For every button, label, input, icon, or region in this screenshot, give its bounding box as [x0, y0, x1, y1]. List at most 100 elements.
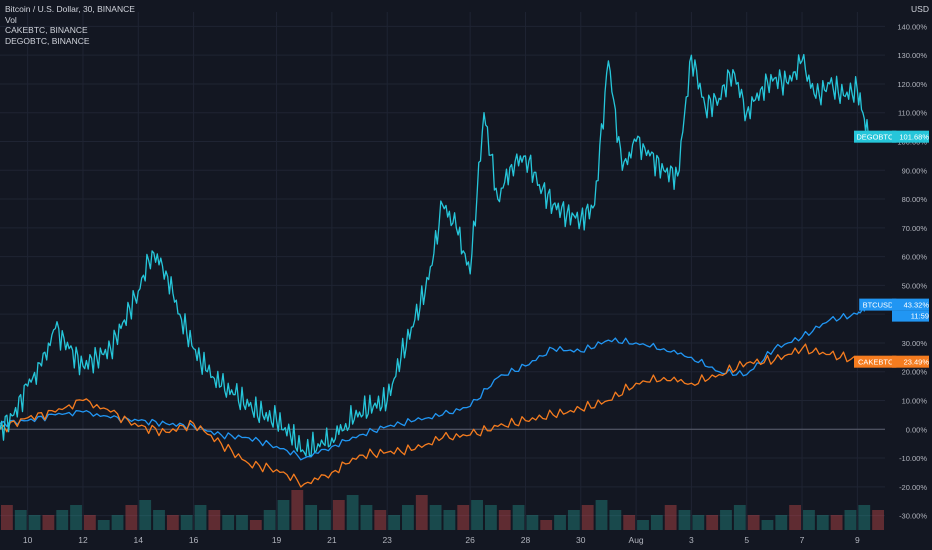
- series-value-tag-text: 43.32%: [904, 301, 930, 310]
- series-value-tag: [892, 298, 929, 311]
- legend-cakebtc[interactable]: CAKEBTC, BINANCE: [5, 25, 88, 35]
- x-tick-label: 5: [744, 535, 749, 545]
- last-value-tags: BTCUSD 43.32% 11:59 CAKEBTC 23.49% DEGOBTC 101…: [854, 130, 930, 368]
- volume-bar: [388, 515, 401, 530]
- x-tick-label: 16: [189, 535, 199, 545]
- x-tick-label: 19: [272, 535, 282, 545]
- y-axis[interactable]: 140.00%130.00%120.00%110.00%100.00%90.00…: [897, 22, 927, 520]
- volume-bar: [512, 505, 525, 530]
- volume-bar: [374, 510, 387, 530]
- volume-bar: [180, 515, 193, 530]
- y-tick-label: 50.00%: [902, 281, 928, 290]
- volume-bar: [360, 505, 373, 530]
- y-tick-label: 10.00%: [902, 397, 928, 406]
- y-tick-label: -10.00%: [899, 454, 927, 463]
- x-tick-label: 7: [800, 535, 805, 545]
- y-tick-label: 140.00%: [897, 22, 927, 31]
- x-tick-label: 14: [134, 535, 144, 545]
- volume-bar: [277, 500, 290, 530]
- volume-bar: [125, 505, 138, 530]
- y-tick-label: 80.00%: [902, 195, 928, 204]
- volume-bar: [346, 495, 359, 530]
- y-tick-label: -30.00%: [899, 512, 927, 521]
- volume-bar: [595, 500, 608, 530]
- y-tick-label: 120.00%: [897, 80, 927, 89]
- volume-bar: [803, 510, 815, 530]
- volume-bar: [222, 515, 235, 530]
- x-tick-label: 9: [855, 535, 860, 545]
- volume-bar: [567, 510, 580, 530]
- volume-bar: [484, 505, 497, 530]
- volume-bar: [775, 515, 788, 530]
- volume-histogram: [1, 490, 884, 530]
- y-tick-label: 110.00%: [898, 109, 927, 118]
- series-line-btcusd[interactable]: [0, 301, 869, 461]
- volume-bar: [70, 505, 82, 530]
- volume-bar: [706, 515, 719, 530]
- volume-bar: [166, 515, 179, 530]
- volume-bar: [664, 505, 677, 530]
- volume-bar: [650, 515, 663, 530]
- volume-bar: [42, 515, 55, 530]
- volume-bar: [747, 515, 760, 530]
- series-line-degobtc[interactable]: [0, 53, 870, 457]
- volume-bar: [111, 515, 124, 530]
- currency-label: USD: [911, 4, 929, 14]
- volume-bar: [443, 510, 456, 530]
- x-tick-label: 23: [382, 535, 392, 545]
- volume-bar: [332, 500, 345, 530]
- series-value-tag-text: 23.49%: [904, 358, 930, 367]
- volume-bar: [844, 510, 857, 530]
- legend-main-title[interactable]: Bitcoin / U.S. Dollar, 30, BINANCE: [5, 4, 135, 14]
- x-tick-label: 26: [465, 535, 475, 545]
- series-lines[interactable]: [0, 53, 870, 488]
- x-axis[interactable]: 10 12 14 16 19 21 23 26 28 30 Aug 3 5 7 9: [23, 535, 860, 545]
- volume-bar: [692, 515, 705, 530]
- volume-bar: [720, 510, 732, 530]
- series-value-tag: [892, 355, 929, 368]
- volume-bar: [830, 515, 843, 530]
- x-tick-label: 12: [78, 535, 88, 545]
- volume-bar: [581, 505, 594, 530]
- volume-bar: [319, 510, 331, 530]
- legend-degobtc[interactable]: DEGOBTC, BINANCE: [5, 35, 90, 46]
- volume-bar: [554, 515, 566, 530]
- series-name-tag: [854, 355, 897, 368]
- x-tick-label: Aug: [629, 535, 644, 545]
- volume-bar: [872, 510, 884, 530]
- series-line-cakebtc[interactable]: [0, 343, 870, 488]
- volume-bar: [236, 515, 248, 530]
- x-tick-label: 28: [521, 535, 531, 545]
- volume-bar: [678, 510, 691, 530]
- volume-bar: [498, 510, 511, 530]
- volume-bar: [208, 510, 221, 530]
- volume-bar: [789, 505, 802, 530]
- series-name-tag: [854, 130, 897, 143]
- series-value-tag: [892, 130, 929, 143]
- currency-selector[interactable]: USD: [911, 4, 929, 14]
- volume-bar: [139, 500, 152, 530]
- volume-bar: [471, 500, 483, 530]
- volume-bar: [429, 505, 442, 530]
- y-tick-label: -20.00%: [899, 483, 927, 492]
- volume-bar: [194, 505, 207, 530]
- volume-bar: [609, 510, 622, 530]
- legend-vol[interactable]: Vol: [5, 14, 17, 25]
- series-name-tag-text: BTCUSD: [863, 301, 894, 310]
- volume-bar: [1, 505, 13, 530]
- volume-bar: [153, 510, 165, 530]
- volume-bar: [291, 490, 304, 530]
- series-sub-tag: [892, 310, 929, 322]
- x-tick-label: 10: [23, 535, 33, 545]
- volume-bar: [733, 505, 746, 530]
- volume-bar: [402, 505, 414, 530]
- volume-bar: [28, 515, 41, 530]
- volume-bar: [457, 505, 470, 530]
- x-tick-label: 21: [327, 535, 337, 545]
- x-tick-label: 3: [689, 535, 694, 545]
- y-tick-label: 90.00%: [902, 166, 928, 175]
- y-tick-label: 60.00%: [902, 253, 928, 262]
- series-value-tag-text: 101.68%: [899, 133, 929, 142]
- y-tick-label: 70.00%: [902, 224, 928, 233]
